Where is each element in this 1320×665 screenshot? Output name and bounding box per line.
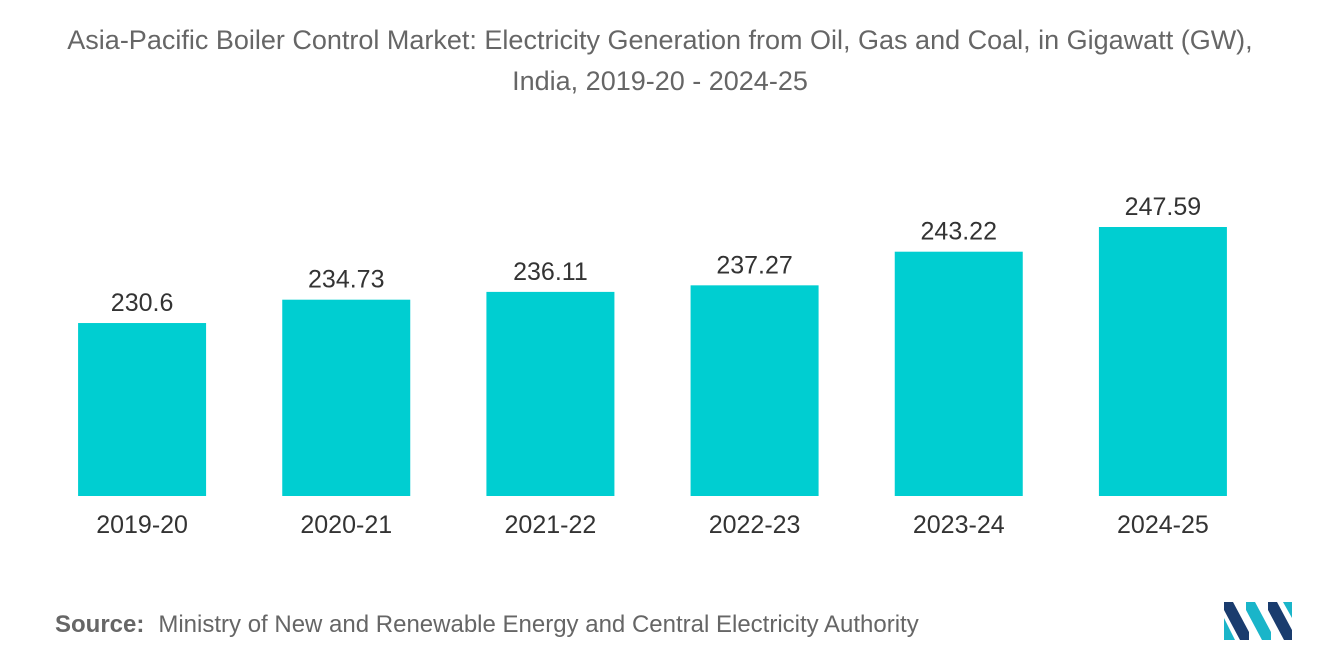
bar-2021-22 bbox=[486, 291, 615, 496]
x-tick-label-2021-22: 2021-22 bbox=[505, 511, 597, 539]
data-label-2021-22: 236.11 bbox=[513, 258, 588, 286]
x-tick-label-2023-24: 2023-24 bbox=[913, 511, 1005, 539]
data-label-2024-25: 247.59 bbox=[1125, 193, 1201, 221]
bar-2019-20 bbox=[78, 323, 207, 496]
x-tick-label-2024-25: 2024-25 bbox=[1117, 511, 1209, 539]
bar-2024-25 bbox=[1098, 227, 1227, 496]
x-tick-label-2019-20: 2019-20 bbox=[96, 511, 188, 539]
x-tick-label-2020-21: 2020-21 bbox=[300, 511, 392, 539]
data-label-2022-23: 237.27 bbox=[716, 251, 792, 279]
bar-chart: 230.6 2019-20 234.73 2020-21 236.11 2021-22 23… bbox=[78, 193, 1227, 539]
data-label-2020-21: 234.73 bbox=[308, 266, 384, 294]
bar-2023-24 bbox=[894, 251, 1023, 496]
chart-title: Asia-Pacific Boiler Control Market: Elec… bbox=[67, 25, 1253, 96]
source-label: Source: bbox=[55, 611, 145, 638]
source-note: Source: Ministry of New and Renewable Ene… bbox=[55, 611, 919, 639]
bar-2020-21 bbox=[282, 299, 411, 496]
data-label-2023-24: 243.22 bbox=[921, 218, 997, 246]
x-tick-label-2022-23: 2022-23 bbox=[709, 511, 801, 539]
source-text: Ministry of New and Renewable Energy and… bbox=[158, 611, 919, 638]
data-label-2019-20: 230.6 bbox=[111, 289, 174, 317]
mordor-intelligence-logo-icon bbox=[1224, 602, 1292, 640]
bar-2022-23 bbox=[690, 285, 819, 496]
